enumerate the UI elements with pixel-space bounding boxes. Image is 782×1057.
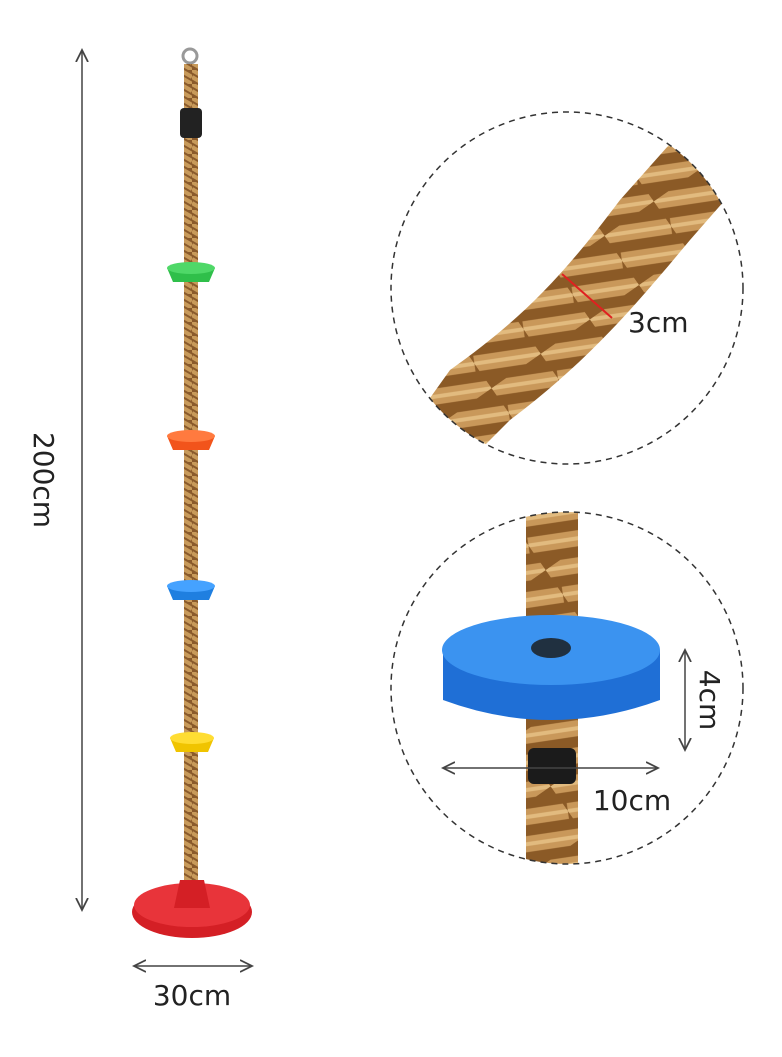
diameter-label: 3cm: [628, 306, 688, 339]
foothold-detail: [442, 512, 660, 864]
diameter-marker: [561, 273, 613, 319]
width-label: 30cm: [153, 979, 231, 1012]
height-label: 200cm: [27, 432, 60, 528]
foothold-height-label: 4cm: [693, 670, 726, 730]
detail-circle: [390, 111, 744, 465]
rope-swing: [132, 47, 252, 938]
foothold-width-label: 10cm: [593, 784, 671, 817]
detail-circle: [390, 511, 744, 865]
